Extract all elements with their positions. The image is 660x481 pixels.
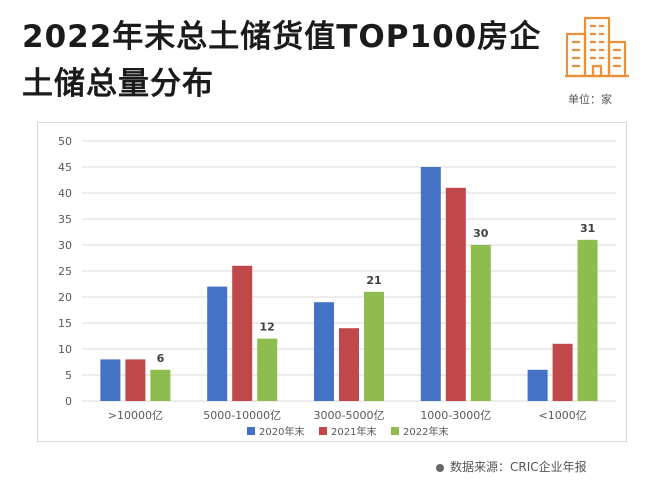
x-tick-label: <1000亿: [538, 409, 586, 422]
x-tick-label: >10000亿: [108, 409, 163, 422]
legend-label: 2022年末: [403, 425, 448, 438]
y-tick-label: 20: [58, 291, 72, 304]
page-title: 2022年末总土储货值TOP100房企: [22, 19, 542, 55]
bar: [445, 187, 466, 401]
page-subtitle: 土储总量分布: [22, 66, 214, 102]
bar: [364, 291, 384, 401]
legend-swatch: [319, 427, 327, 435]
bar: [527, 369, 548, 401]
legend-swatch: [391, 427, 399, 435]
data-source: 数据来源：CRIC企业年报: [436, 458, 587, 475]
y-tick-label: 50: [58, 135, 72, 148]
bar: [552, 343, 573, 401]
bar: [100, 359, 121, 401]
y-tick-label: 5: [65, 369, 72, 382]
y-tick-label: 45: [58, 161, 72, 174]
chart-panel: 0 5 10 15 20 25 30 35 40 45 50 6 >10000亿 12 5000-10000…: [37, 122, 627, 442]
x-tick-label: 5000-10000亿: [203, 409, 281, 422]
bar: [207, 286, 228, 401]
bar-chart: 0 5 10 15 20 25 30 35 40 45 50 6 >10000亿 12 5000-10000…: [58, 135, 616, 438]
data-label: 12: [260, 321, 275, 334]
bar: [232, 265, 253, 401]
data-label: 21: [366, 274, 381, 287]
data-label: 31: [580, 222, 595, 235]
building-icon: [565, 16, 629, 78]
y-tick-label: 15: [58, 317, 72, 330]
legend-label: 2021年末: [331, 425, 376, 438]
y-tick-label: 0: [65, 395, 72, 408]
bar: [577, 239, 598, 401]
x-tick-label: 1000-3000亿: [420, 409, 491, 422]
data-source-text: 数据来源：CRIC企业年报: [450, 460, 587, 474]
y-tick-label: 35: [58, 213, 72, 226]
bar: [257, 338, 278, 401]
bar: [339, 328, 359, 401]
y-tick-label: 40: [58, 187, 72, 200]
data-label: 6: [157, 352, 165, 365]
bar: [125, 359, 146, 401]
x-tick-label: 3000-5000亿: [314, 409, 385, 422]
dot-icon: [436, 463, 444, 472]
data-label: 30: [473, 227, 489, 240]
legend-label: 2020年末: [259, 425, 304, 438]
legend-swatch: [247, 427, 255, 435]
y-tick-label: 30: [58, 239, 72, 252]
unit-label: 单位：家: [568, 93, 612, 106]
y-tick-label: 10: [58, 343, 72, 356]
bar: [470, 245, 491, 401]
bar: [150, 369, 171, 401]
bar: [314, 302, 334, 401]
bar: [420, 167, 441, 401]
y-tick-label: 25: [58, 265, 72, 278]
